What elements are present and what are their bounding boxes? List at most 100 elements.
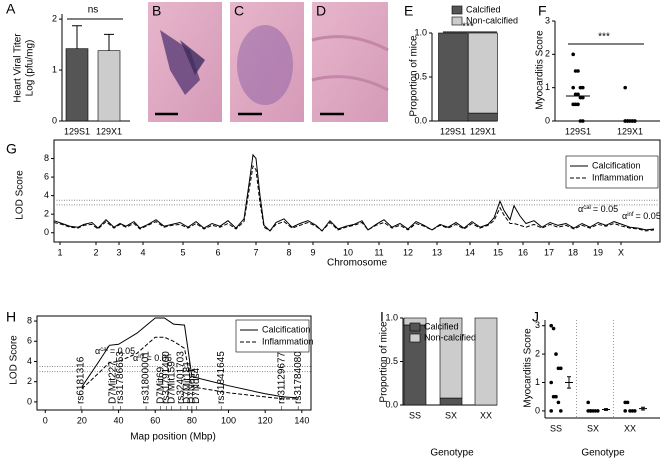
x-tick-label: 129X1 [617, 126, 643, 136]
point [588, 409, 593, 413]
threshold-superscript: inf [627, 212, 634, 218]
x-tick-label: 20 [77, 415, 87, 425]
significance-label: *** [598, 32, 610, 43]
point [581, 85, 585, 90]
marker-label: D7Nds4 [191, 367, 202, 404]
x-tick-label: 60 [150, 415, 160, 425]
y-tick-label: 4 [44, 190, 49, 200]
bar-segment [468, 32, 498, 114]
y-tick-label: 1.0 [414, 27, 427, 37]
y-axis-label: Myocarditis Score [523, 328, 534, 408]
y-tick-label: 0 [27, 396, 32, 406]
x-tick-label: 18 [568, 247, 578, 257]
x-tick-label: 140 [294, 415, 309, 425]
error-bar [104, 33, 114, 51]
legend-label: Inflammation [262, 336, 314, 346]
x-tick-label: XX [624, 423, 636, 433]
x-tick-label: 7 [253, 247, 258, 257]
significance-label: *** [462, 22, 474, 33]
bar-segment [439, 317, 463, 399]
point [571, 85, 575, 90]
legend-label: Calcified [424, 321, 459, 331]
x-axis-label: Genotype [581, 448, 625, 459]
x-tick-label: 4 [140, 247, 145, 257]
y-tick-label: 0.0 [385, 399, 398, 409]
legend-box [235, 319, 310, 353]
x-tick-label: 10 [343, 247, 353, 257]
point [576, 102, 580, 107]
line-series [53, 164, 655, 232]
mean-error [565, 376, 573, 389]
panel-letter: F [538, 3, 547, 19]
threshold-symbol: α [578, 204, 583, 214]
y-tick-label: 2 [27, 376, 32, 386]
threshold-text: = 0.05 [593, 204, 618, 214]
point [623, 85, 627, 90]
y-tick-label: 0 [44, 227, 49, 237]
x-tick-label: SS [409, 410, 421, 420]
y-tick-label: 3 [545, 15, 550, 25]
point [554, 394, 558, 399]
legend-label: Non-calcified [466, 15, 518, 25]
point [549, 380, 553, 385]
y-tick-label: 0 [545, 115, 550, 125]
x-tick-label: 129X1 [96, 126, 122, 136]
panel-letter: G [6, 141, 17, 157]
point [554, 352, 558, 356]
y-tick-label: 8 [27, 315, 32, 325]
x-tick-label: 9 [310, 247, 315, 257]
point [625, 400, 630, 405]
marker-label: rs31841645 [216, 351, 227, 404]
marker-label: rs31129677 [276, 351, 287, 404]
marker-label: rs31784080 [293, 351, 304, 404]
y-tick-label: 4 [27, 356, 32, 366]
point [576, 92, 580, 97]
significance-label: ns [88, 5, 99, 16]
legend-swatch [409, 322, 421, 332]
x-tick-label: 0 [43, 415, 48, 425]
bar-segment [468, 112, 498, 122]
x-tick-label: 6 [215, 247, 220, 257]
panel-letter: D [316, 3, 326, 19]
threshold-text: = 0.05 [110, 346, 135, 356]
threshold-superscript: inf [138, 354, 145, 360]
point [549, 409, 553, 413]
marker-label: D7Mit159 [166, 361, 177, 404]
point [559, 366, 563, 371]
threshold-symbol: α [95, 346, 100, 356]
y-tick-label: 2 [52, 13, 57, 23]
x-axis-label: Map position (Mbp) [130, 432, 216, 443]
x-tick-label: X [618, 247, 624, 257]
x-tick-label: 11 [374, 247, 383, 257]
bar-segment [439, 397, 463, 406]
point [576, 69, 580, 73]
legend-label: Inflammation [592, 172, 644, 182]
threshold-label: αcal = 0.05 [95, 346, 135, 356]
x-tick-label: 17 [544, 247, 554, 257]
y-tick-label: 2 [545, 49, 550, 59]
panel-letter: E [404, 3, 413, 19]
threshold-label: αinf = 0.05 [133, 353, 172, 363]
marker-label: rs31786653 [115, 351, 126, 404]
bar [65, 48, 89, 122]
histology-d [311, 2, 389, 122]
threshold-symbol: α [133, 353, 138, 363]
y-axis-label: Proportion of mice [379, 321, 390, 403]
x-tick-label: 129S1 [440, 126, 466, 136]
panel-letter: H [6, 309, 16, 325]
x-tick-label: 129X1 [470, 126, 496, 136]
y-tick-label: 1 [545, 82, 550, 92]
y-tick-label: 0 [535, 405, 540, 415]
legend-label: Calcified [466, 4, 501, 14]
marker-label: rs6181316 [76, 356, 87, 404]
point [556, 400, 561, 405]
histology-b [148, 2, 222, 122]
x-tick-label: 80 [187, 415, 197, 425]
marker-label: D7Mit181 [182, 361, 193, 404]
x-tick-label: 3 [116, 247, 121, 257]
x-tick-label: SX [587, 423, 599, 433]
x-axis-label: Genotype [430, 448, 474, 459]
threshold-label: αcal = 0.05 [578, 204, 618, 214]
y-axis-label: Log (pfu/mg) [25, 40, 36, 97]
